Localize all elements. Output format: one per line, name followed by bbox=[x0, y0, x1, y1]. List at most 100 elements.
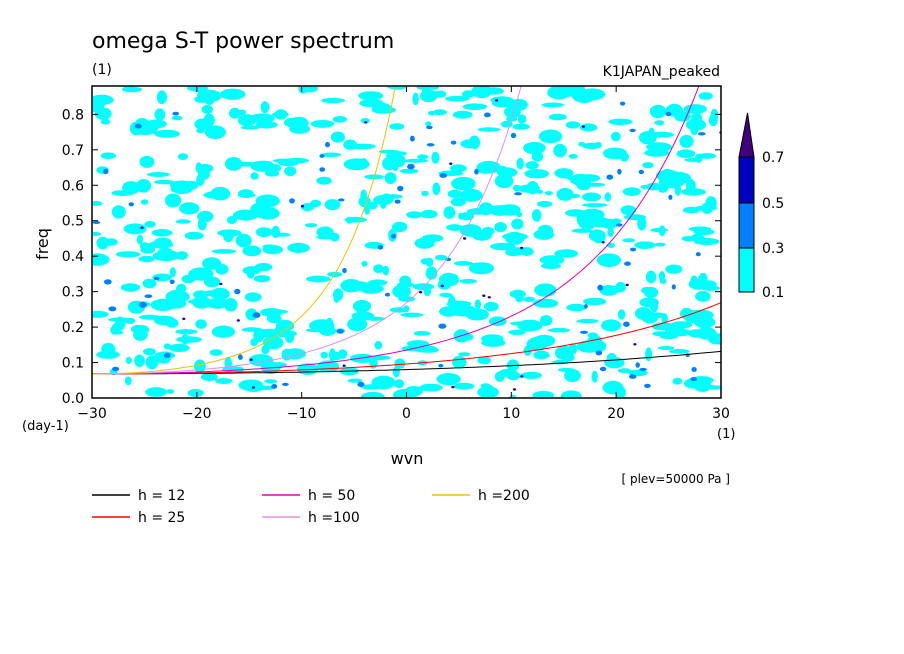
contour-patch bbox=[175, 329, 198, 335]
contour-patch bbox=[537, 189, 544, 194]
contour-patch bbox=[603, 147, 627, 160]
contour-patch bbox=[392, 284, 411, 299]
contour-patch bbox=[181, 274, 196, 284]
contour-patch-high bbox=[512, 388, 517, 391]
contour-patch bbox=[684, 309, 698, 324]
contour-patch bbox=[512, 123, 530, 130]
contour-patch bbox=[92, 98, 105, 113]
contour-patch bbox=[349, 143, 376, 150]
contour-patch bbox=[200, 372, 218, 382]
contour-patch-mid bbox=[583, 304, 588, 309]
contour-patch bbox=[524, 169, 550, 179]
contour-patch bbox=[121, 86, 143, 93]
contour-patch bbox=[399, 275, 412, 286]
contour-patch bbox=[394, 358, 406, 369]
colorbar-label: 0.3 bbox=[762, 241, 784, 257]
contour-patch-mid bbox=[450, 140, 457, 145]
contour-patch bbox=[250, 172, 259, 180]
contour-patch bbox=[698, 153, 717, 159]
contour-patch bbox=[133, 328, 148, 341]
contour-patch-mid bbox=[635, 362, 640, 368]
contour-patch-high bbox=[236, 319, 240, 322]
contour-patch bbox=[654, 120, 665, 126]
contour-patch bbox=[634, 241, 656, 249]
contour-patch-mid bbox=[384, 292, 391, 297]
contour-patch bbox=[374, 340, 383, 350]
contour-patch bbox=[520, 247, 534, 256]
contour-patch bbox=[156, 90, 167, 105]
contour-patch bbox=[582, 203, 608, 208]
contour-patch bbox=[371, 375, 396, 390]
contour-patch bbox=[262, 244, 276, 249]
contour-patch bbox=[111, 190, 135, 197]
contour-patch bbox=[665, 264, 683, 274]
contour-patch-mid bbox=[139, 301, 147, 308]
contour-patch bbox=[571, 228, 593, 233]
contour-patch bbox=[166, 389, 175, 394]
contour-patch-mid bbox=[438, 323, 447, 329]
contour-patch bbox=[139, 242, 151, 250]
contour-patch bbox=[92, 253, 110, 266]
contour-patch bbox=[264, 162, 273, 173]
contour-patch-mid bbox=[685, 353, 690, 357]
contour-patch bbox=[92, 310, 109, 318]
contour-patch bbox=[320, 351, 328, 359]
contour-patch bbox=[517, 114, 527, 124]
contour-patch bbox=[536, 200, 553, 208]
contour-patch bbox=[361, 260, 368, 267]
contour-patch bbox=[151, 229, 173, 237]
legend-label: h = 12 bbox=[138, 488, 185, 504]
contour-patch bbox=[646, 142, 672, 152]
contour-patch bbox=[176, 336, 202, 343]
y-tick-label: 0.1 bbox=[62, 356, 84, 372]
contour-patch bbox=[544, 191, 553, 196]
contour-patch bbox=[240, 125, 261, 130]
contour-patch bbox=[393, 154, 406, 167]
contour-patch-mid bbox=[252, 312, 261, 318]
contour-patch bbox=[215, 264, 229, 275]
contour-patch-mid bbox=[630, 247, 637, 252]
contour-patch bbox=[494, 174, 514, 189]
x-axis: −30 −20 −10 0 10 20 30 bbox=[77, 86, 730, 422]
x-unit-label: (1) bbox=[717, 427, 735, 442]
contour-patch bbox=[460, 188, 483, 202]
contour-patch-mid bbox=[144, 294, 153, 299]
colorbar-segment bbox=[738, 247, 755, 293]
contour-patch bbox=[358, 283, 384, 294]
contour-patch-mid bbox=[599, 366, 607, 372]
contour-patch bbox=[100, 152, 117, 159]
contour-patch bbox=[676, 149, 696, 159]
contour-patch bbox=[504, 105, 521, 119]
contour-patch bbox=[340, 279, 363, 293]
y-tick-label: 0.4 bbox=[62, 249, 84, 265]
contour-patch bbox=[623, 214, 647, 221]
contour-patch bbox=[211, 249, 237, 254]
contour-patch bbox=[320, 152, 342, 158]
contour-patch bbox=[261, 329, 282, 335]
contour-patch bbox=[382, 265, 390, 276]
contour-patch bbox=[371, 102, 392, 114]
contour-patch bbox=[707, 333, 721, 345]
contour-patch-mid bbox=[644, 383, 651, 388]
contour-patch bbox=[665, 171, 691, 184]
contour-patch bbox=[695, 205, 718, 211]
contour-patch bbox=[192, 295, 211, 309]
contour-patch bbox=[649, 104, 667, 119]
contour-patch bbox=[139, 155, 155, 168]
contour-patch-mid bbox=[484, 112, 491, 118]
contour-patch-mid bbox=[407, 163, 415, 170]
contour-patch bbox=[606, 242, 616, 248]
contour-patch bbox=[284, 166, 297, 177]
contour-patch bbox=[468, 135, 481, 149]
x-tick-label: 10 bbox=[502, 406, 520, 422]
contour-patch bbox=[576, 318, 599, 324]
contour-patch bbox=[197, 210, 214, 223]
contour-patch bbox=[618, 368, 631, 374]
contour-patch bbox=[310, 120, 335, 128]
contour-patch bbox=[120, 283, 141, 292]
contour-patch bbox=[622, 187, 641, 197]
contour-patch bbox=[394, 379, 404, 389]
contour-patch bbox=[92, 201, 103, 206]
contour-patch-mid bbox=[238, 354, 243, 360]
contour-patch bbox=[649, 131, 674, 138]
